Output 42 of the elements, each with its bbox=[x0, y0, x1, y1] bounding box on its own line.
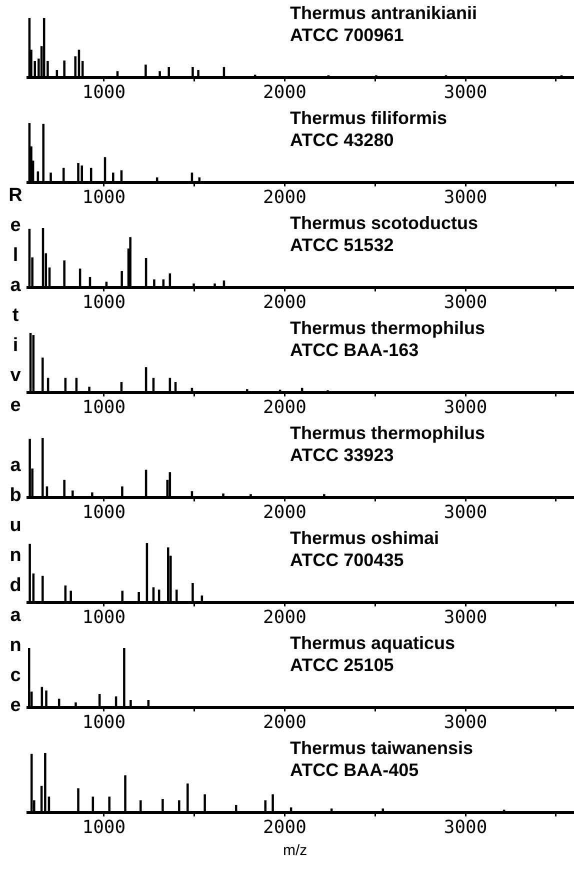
x-tick-label: 2000 bbox=[263, 396, 306, 418]
x-tick-label: 2000 bbox=[263, 502, 306, 523]
chart-subtitle: ATCC 43280 bbox=[290, 129, 395, 151]
x-tick-label: 1000 bbox=[82, 292, 126, 313]
x-tick-label: 3000 bbox=[444, 816, 488, 838]
chart-subtitle: ATCC BAA-163 bbox=[290, 339, 420, 361]
chart-subtitle: ATCC BAA-405 bbox=[290, 759, 420, 781]
chart-subtitle: ATCC 700435 bbox=[290, 549, 405, 571]
x-tick-label: 3000 bbox=[444, 82, 488, 103]
x-tick-label: 2000 bbox=[263, 606, 306, 628]
y-axis-title: Relative abundance bbox=[4, 185, 26, 725]
x-tick-label: 3000 bbox=[444, 606, 488, 628]
x-tick-label: 3000 bbox=[444, 712, 488, 733]
x-tick-label: 3000 bbox=[444, 186, 488, 208]
chart-subtitle: ATCC 25105 bbox=[290, 654, 395, 676]
x-axis-title: m/z bbox=[283, 842, 308, 859]
chart-subtitle: ATCC 51532 bbox=[290, 234, 395, 256]
chart-title: Thermus thermophilus bbox=[290, 422, 486, 444]
x-tick-label: 2000 bbox=[263, 292, 306, 313]
x-tick-label: 2000 bbox=[263, 82, 306, 103]
x-tick-label: 2000 bbox=[263, 712, 306, 733]
chart-title: Thermus filiformis bbox=[290, 107, 448, 129]
x-tick-label: 2000 bbox=[263, 186, 306, 208]
chart-title: Thermus taiwanensis bbox=[290, 737, 474, 759]
chart-subtitle: ATCC 700961 bbox=[290, 24, 405, 46]
x-tick-label: 1000 bbox=[82, 606, 126, 628]
x-tick-label: 2000 bbox=[263, 816, 306, 838]
x-tick-label: 3000 bbox=[444, 292, 488, 313]
chart-title: Thermus scotoductus bbox=[290, 212, 478, 234]
x-tick-label: 1000 bbox=[82, 82, 126, 103]
chart-subtitle: ATCC 33923 bbox=[290, 444, 395, 466]
x-tick-label: 1000 bbox=[82, 816, 126, 838]
x-tick-label: 3000 bbox=[444, 396, 488, 418]
x-tick-label: 1000 bbox=[82, 186, 126, 208]
chart-title: Thermus aquaticus bbox=[290, 632, 456, 654]
x-tick-label: 1000 bbox=[82, 502, 126, 523]
chart-title: Thermus antranikianii bbox=[290, 2, 478, 24]
x-tick-label: 1000 bbox=[82, 396, 126, 418]
chart-title: Thermus oshimai bbox=[290, 527, 440, 549]
chart-title: Thermus thermophilus bbox=[290, 317, 486, 339]
x-tick-label: 3000 bbox=[444, 502, 488, 523]
x-tick-label: 1000 bbox=[82, 712, 126, 733]
